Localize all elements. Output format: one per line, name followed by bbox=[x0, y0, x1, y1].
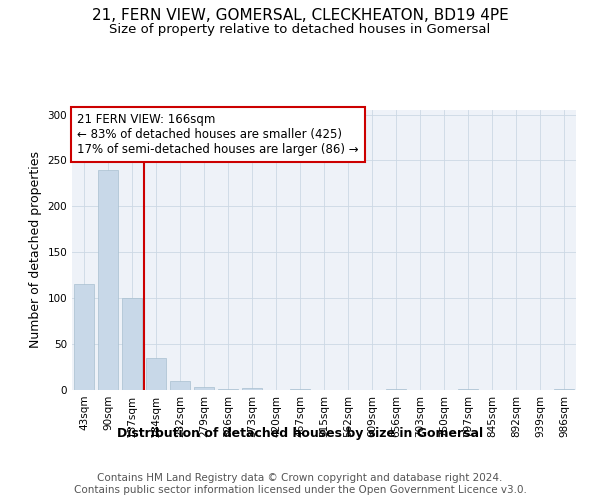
Bar bbox=[386, 389, 406, 390]
Bar bbox=[146, 358, 166, 390]
Bar bbox=[74, 284, 94, 390]
Text: Contains HM Land Registry data © Crown copyright and database right 2024.
Contai: Contains HM Land Registry data © Crown c… bbox=[74, 474, 526, 495]
Y-axis label: Number of detached properties: Number of detached properties bbox=[29, 152, 42, 348]
Bar bbox=[290, 389, 310, 390]
Bar bbox=[458, 389, 478, 390]
Text: 21, FERN VIEW, GOMERSAL, CLECKHEATON, BD19 4PE: 21, FERN VIEW, GOMERSAL, CLECKHEATON, BD… bbox=[92, 8, 508, 22]
Text: Distribution of detached houses by size in Gomersal: Distribution of detached houses by size … bbox=[117, 428, 483, 440]
Bar bbox=[218, 389, 238, 390]
Text: Size of property relative to detached houses in Gomersal: Size of property relative to detached ho… bbox=[109, 22, 491, 36]
Bar bbox=[122, 298, 142, 390]
Bar bbox=[554, 389, 574, 390]
Bar bbox=[194, 387, 214, 390]
Bar bbox=[242, 388, 262, 390]
Text: 21 FERN VIEW: 166sqm
← 83% of detached houses are smaller (425)
17% of semi-deta: 21 FERN VIEW: 166sqm ← 83% of detached h… bbox=[77, 113, 359, 156]
Bar bbox=[98, 170, 118, 390]
Bar bbox=[170, 381, 190, 390]
